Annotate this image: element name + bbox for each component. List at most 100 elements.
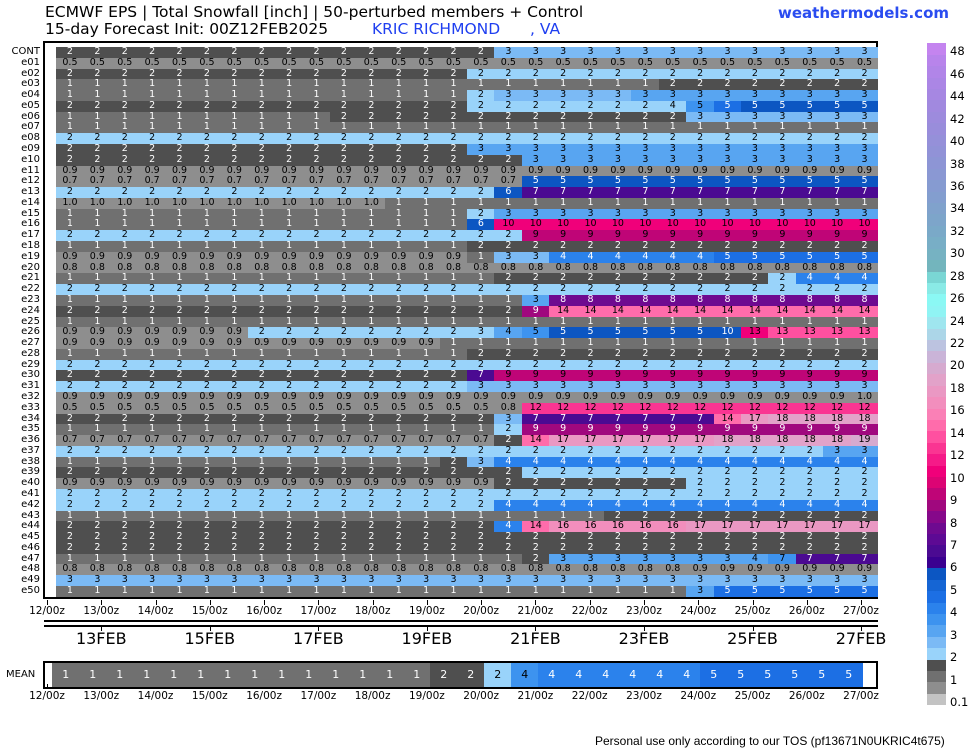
heatmap-cell: 0.8	[138, 262, 167, 274]
heatmap-cell: 2	[56, 488, 84, 500]
heatmap-cell: 14	[521, 434, 550, 446]
heatmap-cell: 0.9	[56, 326, 84, 339]
heatmap-cell: 3	[494, 251, 523, 263]
heatmap-cell: 1	[713, 122, 742, 134]
heatmap-cell: 1	[247, 585, 276, 597]
heatmap-cell: 2	[467, 413, 495, 425]
heatmap-cell: 3	[823, 574, 852, 587]
heatmap-cell: 0.9	[165, 337, 194, 349]
heatmap-cell: 7	[713, 186, 742, 198]
footer-tos: Personal use only according to our TOS (…	[595, 734, 945, 748]
heatmap-cell: 10	[795, 219, 824, 231]
colorbar-swatch	[927, 374, 946, 386]
heatmap-cell: 2	[330, 413, 358, 425]
heatmap-cell: 2	[439, 445, 468, 457]
heatmap-cell: 0.9	[850, 165, 879, 177]
heatmap-cell: 2	[56, 531, 84, 543]
heatmap-cell: 0.9	[412, 391, 441, 403]
heatmap-cell: 14	[768, 305, 797, 317]
heatmap-cell: 0.9	[220, 165, 249, 177]
colorbar-swatch	[927, 191, 946, 204]
heatmap-cell: 2	[631, 359, 660, 371]
colorbar-label: 34	[950, 201, 965, 216]
heatmap-cell: 2	[138, 531, 167, 543]
heatmap-cell: 1	[823, 337, 852, 349]
heatmap-cell: 0.8	[83, 262, 112, 274]
heatmap-cell: 0.9	[823, 165, 852, 177]
heatmap-cell: 3	[521, 46, 550, 58]
heatmap-cell: 2	[138, 370, 167, 382]
heatmap-cell: 0.8	[795, 262, 824, 274]
heatmap-cell: 2	[521, 68, 550, 80]
date-tick-mark	[861, 626, 863, 631]
heatmap-cell: 0.7	[56, 176, 84, 188]
heatmap-cell: 2	[275, 68, 304, 80]
heatmap-cell: 3	[686, 89, 715, 101]
heatmap-cell: 0.9	[467, 391, 495, 403]
heatmap-cell: 1	[138, 240, 167, 252]
heatmap-cell: 0.9	[384, 477, 413, 489]
heatmap-cell: 2	[604, 240, 632, 252]
heatmap-cell: 2	[823, 283, 852, 295]
mean-cell: 4	[511, 663, 539, 687]
heatmap-cell: 2	[384, 326, 413, 339]
heatmap-cell: 9	[795, 229, 824, 242]
heatmap-cell: 2	[110, 186, 139, 198]
heatmap-cell: 3	[686, 143, 715, 155]
heatmap-cell: 10	[823, 219, 852, 231]
heatmap-cell: 1	[713, 337, 742, 349]
heatmap-cell: 3	[384, 574, 413, 587]
heatmap-cell: 2	[165, 229, 194, 242]
heatmap-cell: 2	[439, 456, 468, 468]
heatmap-cell: 1	[384, 197, 413, 209]
date-tick-mark	[318, 626, 320, 631]
heatmap-cell: 4	[549, 251, 578, 263]
heatmap-cell: 9	[549, 370, 578, 382]
heatmap-cell: 5	[521, 176, 550, 188]
heatmap-cell: 1	[165, 240, 194, 252]
heatmap-cell: 2	[56, 359, 84, 371]
heatmap-cell: 2	[631, 445, 660, 457]
heatmap-cell: 0.8	[494, 262, 523, 274]
heatmap-cell: 1	[220, 553, 249, 565]
heatmap-cell: 9	[823, 370, 852, 382]
heatmap-cell: 2	[247, 154, 276, 166]
heatmap-cell: 2	[686, 531, 715, 543]
heatmap-cell: 2	[247, 229, 276, 242]
heatmap-cell: 2	[604, 283, 632, 295]
heatmap-cell: 1	[494, 337, 523, 349]
heatmap-cell: 2	[302, 521, 331, 533]
heatmap-cell: 3	[768, 89, 797, 101]
heatmap-cell: 0.8	[83, 564, 112, 576]
heatmap-cell: 1	[110, 111, 139, 123]
heatmap-cell: 2	[850, 531, 879, 543]
heatmap-cell: 1	[302, 294, 331, 306]
heatmap-cell: 2	[357, 305, 386, 317]
heatmap-cell: 2	[165, 305, 194, 317]
heatmap-cell: 3	[658, 380, 687, 392]
heatmap-cell: 2	[631, 132, 660, 145]
heatmap-cell: 2	[138, 143, 167, 155]
brand-logo[interactable]: weathermodels.com	[778, 4, 950, 22]
heatmap-cell: 1.0	[138, 197, 167, 209]
heatmap-cell: 0.8	[549, 262, 578, 274]
heatmap-cell: 2	[110, 531, 139, 543]
heatmap-cell: 1	[412, 219, 441, 231]
heatmap-cell: 0.8	[576, 564, 605, 576]
heatmap-cell: 1	[549, 510, 578, 522]
heatmap-cell: 5	[795, 176, 824, 188]
heatmap-cell: 0.5	[56, 402, 84, 414]
heatmap-cell: 2	[467, 46, 495, 58]
heatmap-cell: 2	[138, 521, 167, 533]
heatmap-cell: 2	[110, 370, 139, 382]
heatmap-cell: 0.5	[467, 57, 495, 69]
heatmap-cell: 2	[165, 283, 194, 295]
heatmap-cell: 1	[412, 208, 441, 220]
heatmap-cell: 0.8	[357, 262, 386, 274]
heatmap-cell: 0.9	[658, 165, 687, 177]
heatmap-cell: 4	[604, 251, 632, 263]
heatmap-cell: 2	[83, 445, 112, 457]
heatmap-cell: 2	[83, 283, 112, 295]
colorbar-label: 24	[950, 313, 965, 328]
